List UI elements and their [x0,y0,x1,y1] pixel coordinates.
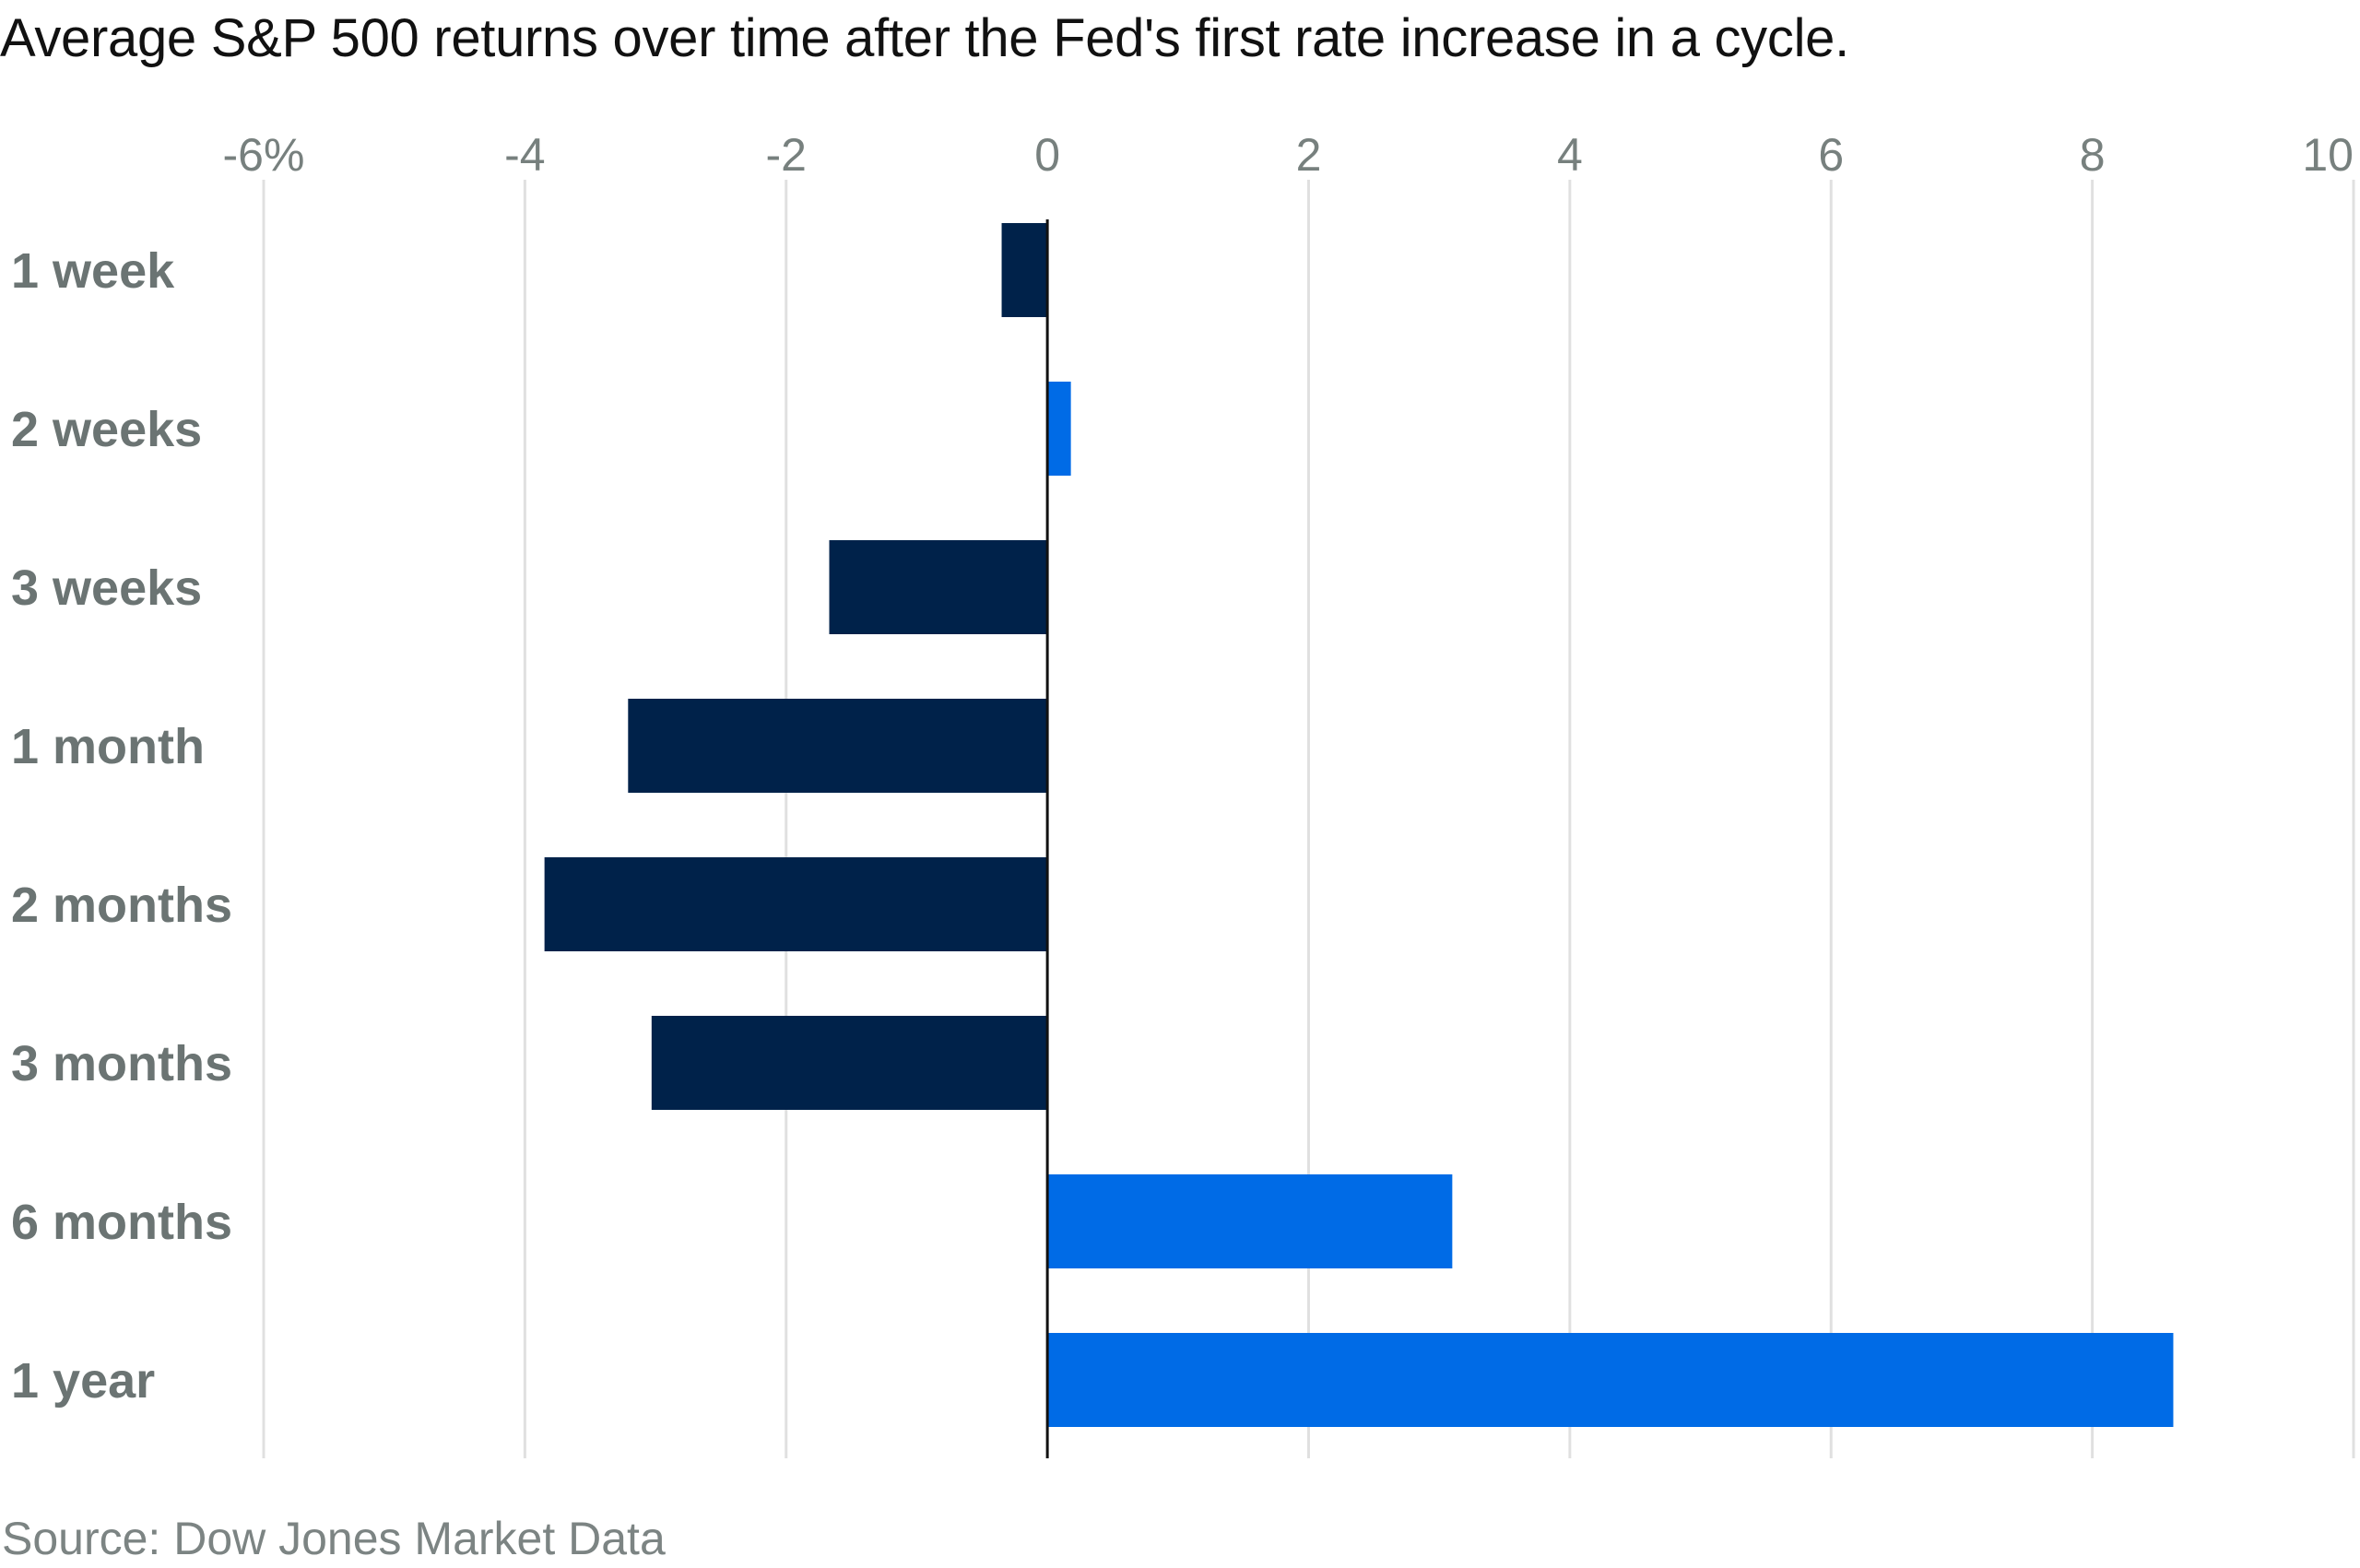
chart-title: Average S&P 500 returns over time after … [0,8,1849,68]
category-label: 1 week [11,243,175,299]
bar [544,857,1048,951]
x-tick-label: 6 [1818,129,1844,181]
bar [1047,1174,1453,1268]
category-label: 2 months [11,878,232,933]
x-tick-label: 8 [2080,129,2106,181]
category-label: 1 year [11,1353,155,1409]
bars [544,223,2174,1427]
bar-chart: -6% -4 -2 0 2 4 6 8 10 1 week 2 weeks 3 weeks 1 mon… [11,129,2355,1458]
bar [628,699,1048,793]
category-label: 3 weeks [11,560,202,616]
category-label: 2 weeks [11,402,202,457]
x-tick-label: 0 [1034,129,1060,181]
bar [1047,382,1071,476]
bar [1047,1333,2174,1427]
category-label: 3 months [11,1036,232,1091]
bar [829,540,1048,634]
gridlines [262,180,2355,1458]
category-labels: 1 week 2 weeks 3 weeks 1 month 2 months 3 mon… [11,243,232,1409]
x-tick-label: -6% [223,129,305,181]
bar [1001,223,1048,317]
x-tick-label: 4 [1557,129,1583,181]
bar [651,1016,1048,1110]
x-axis-ticks: -6% -4 -2 0 2 4 6 8 10 [223,129,2354,181]
category-label: 1 month [11,719,205,774]
x-tick-label: -2 [766,129,807,181]
category-label: 6 months [11,1195,232,1250]
x-tick-label: 10 [2302,129,2354,181]
x-tick-label: -4 [504,129,545,181]
source-note: Source: Dow Jones Market Data [2,1513,666,1564]
x-tick-label: 2 [1296,129,1322,181]
